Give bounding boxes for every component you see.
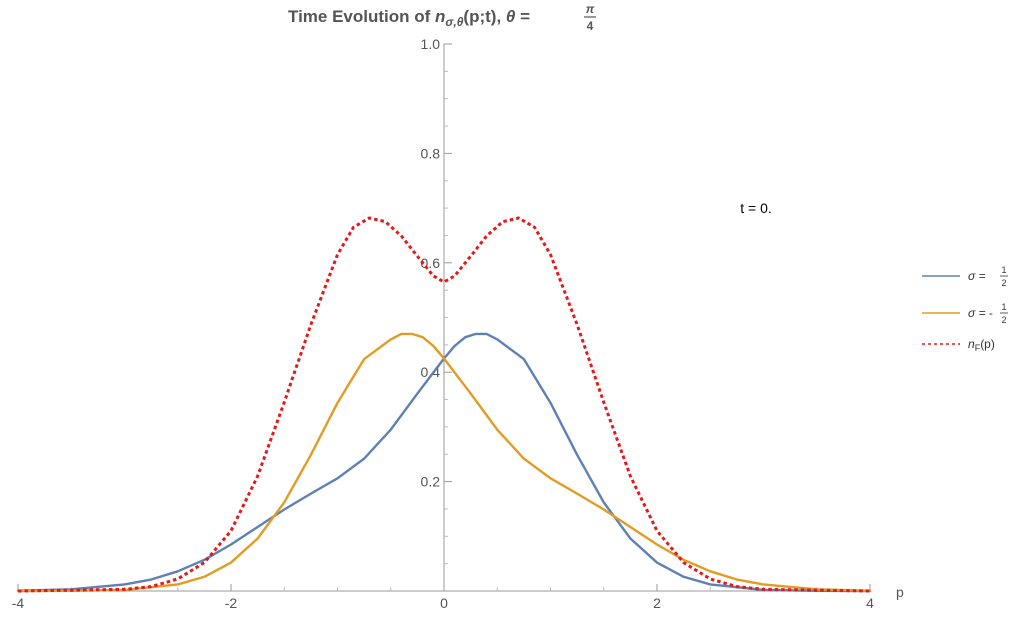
y-tick-label: 1.0 <box>421 36 441 52</box>
title-prefix: Time Evolution of <box>288 7 435 26</box>
legend: σ = 1 2 σ = - 1 2 nF(p) <box>922 265 1008 353</box>
chart-title: Time Evolution of nσ,θ(p;t), θ = <box>288 7 530 29</box>
title-subscript: σ,θ <box>445 15 463 29</box>
x-tick-label: 4 <box>866 595 874 611</box>
legend-fraction-num: 1 <box>1001 302 1006 312</box>
x-tick-label: -4 <box>12 595 25 611</box>
title-fraction-denominator: 4 <box>587 19 594 33</box>
legend-symbol: n <box>968 337 975 351</box>
legend-fraction-den: 2 <box>1001 315 1006 325</box>
time-annotation: t = 0. <box>740 200 772 216</box>
x-tick-label: 0 <box>440 595 448 611</box>
legend-label-sigma-plus-half: σ = <box>968 269 986 283</box>
y-tick-label: 0.8 <box>421 145 441 161</box>
legend-item-sigma-plus-half: σ = 1 2 <box>922 265 1008 288</box>
legend-suffix: (p) <box>980 337 995 351</box>
series-line-2 <box>17 216 871 593</box>
legend-label-sigma-minus-half: σ = - <box>968 306 993 320</box>
title-args: (p;t), <box>463 7 505 26</box>
legend-fraction-num: 1 <box>1001 265 1006 275</box>
legend-sign: - <box>989 306 993 320</box>
legend-item-sigma-minus-half: σ = - 1 2 <box>922 302 1008 325</box>
legend-fraction-den: 2 <box>1001 278 1006 288</box>
legend-label-nf: nF(p) <box>968 337 995 353</box>
legend-item-nf: nF(p) <box>922 337 995 353</box>
x-tick-label: -2 <box>225 595 238 611</box>
axes: -4 -2 0 2 40.20.40.60.81.0 <box>12 36 874 611</box>
title-fraction-numerator: π <box>586 2 595 16</box>
y-tick-label: 0.2 <box>421 474 441 490</box>
x-tick-label: 2 <box>653 595 661 611</box>
x-axis-label: p <box>896 584 904 600</box>
title-symbol: n <box>435 7 445 26</box>
series-line-0 <box>16 332 872 593</box>
title-equals: = <box>515 7 530 26</box>
series-group <box>16 216 872 593</box>
legend-subscript: F <box>975 343 981 353</box>
legend-prefix: σ = <box>968 269 986 283</box>
legend-prefix: σ = <box>968 306 989 320</box>
series-line-1 <box>16 332 872 593</box>
title-theta: θ <box>506 7 516 26</box>
